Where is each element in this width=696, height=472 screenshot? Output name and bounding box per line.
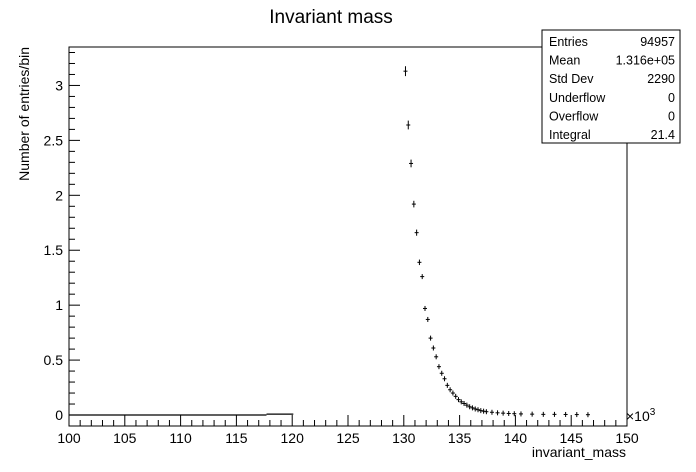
data-point bbox=[428, 335, 433, 341]
y-axis-title: Number of entries/bin bbox=[16, 47, 32, 181]
x-axis-multiplier: ×103 bbox=[626, 407, 656, 424]
x-axis: 100 105 110 115 120 125 130 135 140 145 150 bbox=[57, 415, 639, 446]
x-tick-label: 105 bbox=[113, 430, 137, 446]
data-point bbox=[462, 400, 467, 406]
stats-value: 2290 bbox=[647, 72, 675, 86]
data-point bbox=[585, 412, 590, 418]
x-axis-title: invariant_mass bbox=[532, 444, 626, 460]
data-point bbox=[450, 390, 455, 396]
stats-box-frame bbox=[541, 29, 681, 144]
data-points bbox=[403, 66, 590, 418]
data-point bbox=[552, 411, 557, 417]
data-point bbox=[478, 408, 483, 414]
stats-label: Overflow bbox=[549, 109, 599, 123]
data-point bbox=[473, 406, 478, 412]
data-point bbox=[530, 411, 535, 417]
data-point bbox=[411, 200, 416, 208]
data-point bbox=[541, 411, 546, 417]
data-point bbox=[403, 66, 408, 77]
data-point bbox=[489, 409, 494, 415]
data-point bbox=[425, 316, 430, 322]
data-point bbox=[518, 411, 523, 417]
data-point bbox=[434, 354, 439, 360]
y-tick-label: 3 bbox=[55, 77, 63, 93]
x-tick-label: 135 bbox=[448, 430, 472, 446]
x-tick-label: 130 bbox=[392, 430, 416, 446]
data-point bbox=[470, 405, 475, 411]
x-tick-label: 110 bbox=[169, 430, 192, 446]
x-multiplier-exponent: 3 bbox=[650, 407, 656, 418]
data-point bbox=[423, 305, 428, 311]
stats-label: Std Dev bbox=[549, 72, 594, 86]
chart-title: Invariant mass bbox=[269, 7, 393, 28]
data-point bbox=[459, 399, 464, 405]
data-point bbox=[501, 410, 506, 416]
data-point bbox=[495, 410, 500, 416]
data-point bbox=[439, 370, 444, 376]
x-tick-label: 140 bbox=[504, 430, 528, 446]
baseline-series bbox=[69, 413, 294, 416]
data-point bbox=[436, 364, 441, 370]
data-point bbox=[445, 382, 450, 388]
y-tick-label: 2 bbox=[55, 187, 63, 203]
y-tick-label: 1.5 bbox=[44, 242, 64, 258]
stats-label: Entries bbox=[549, 35, 588, 49]
stats-label: Underflow bbox=[549, 91, 606, 105]
stats-box: Entries 94957 Mean 1.316e+05 Std Dev 2290 Unde… bbox=[541, 29, 681, 144]
data-point bbox=[467, 404, 472, 410]
data-point bbox=[409, 159, 414, 168]
data-point bbox=[453, 393, 458, 399]
data-point bbox=[506, 410, 511, 416]
data-point bbox=[464, 402, 469, 408]
stats-value: 1.316e+05 bbox=[616, 54, 675, 68]
data-point bbox=[574, 412, 579, 418]
stats-value: 94957 bbox=[640, 35, 675, 49]
x-tick-label: 100 bbox=[57, 430, 81, 446]
data-point bbox=[484, 409, 489, 415]
x-tick-label: 125 bbox=[336, 430, 360, 446]
data-point bbox=[406, 120, 411, 130]
x-tick-label: 115 bbox=[225, 430, 248, 446]
y-tick-label: 2.5 bbox=[44, 132, 64, 148]
x-multiplier-base: ×10 bbox=[626, 408, 650, 424]
stats-value: 21.4 bbox=[651, 128, 675, 142]
data-point bbox=[442, 376, 447, 382]
data-point bbox=[456, 397, 461, 403]
y-tick-label: 0.5 bbox=[44, 352, 64, 368]
x-tick-label: 120 bbox=[281, 430, 305, 446]
data-point bbox=[512, 411, 517, 417]
data-point bbox=[420, 274, 425, 280]
stats-value: 0 bbox=[668, 109, 675, 123]
data-point bbox=[417, 259, 422, 266]
data-point bbox=[481, 408, 486, 414]
data-point bbox=[563, 411, 568, 417]
data-point bbox=[448, 387, 453, 393]
x-tick-label: 150 bbox=[615, 430, 639, 446]
data-point bbox=[431, 345, 436, 351]
data-point bbox=[414, 229, 419, 236]
y-tick-label: 0 bbox=[55, 407, 63, 423]
y-tick-label: 1 bbox=[55, 297, 63, 313]
stats-label: Mean bbox=[549, 54, 580, 68]
x-tick-label: 145 bbox=[560, 430, 584, 446]
y-axis: 0 0.5 1 1.5 2 2.5 3 bbox=[44, 51, 80, 427]
stats-label: Integral bbox=[549, 128, 591, 142]
data-point bbox=[476, 407, 481, 413]
stats-value: 0 bbox=[668, 91, 675, 105]
